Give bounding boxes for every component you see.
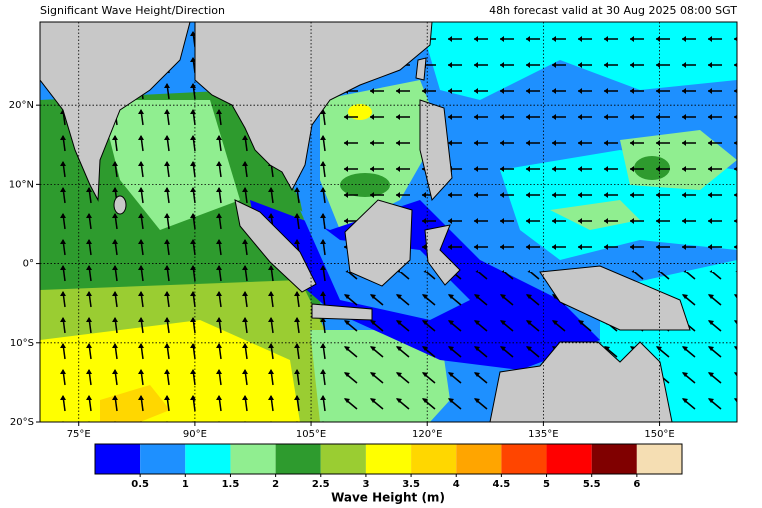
- colorbar-swatch: [185, 444, 231, 474]
- colorbar-swatch: [591, 444, 637, 474]
- colorbar-swatch: [95, 444, 141, 474]
- colorbar-tick-label: 2: [272, 479, 279, 490]
- colorbar-tick-label: 5: [543, 479, 550, 490]
- land-india: [40, 22, 191, 202]
- land-sri-lanka: [113, 195, 127, 215]
- colorbar-swatch: [275, 444, 321, 474]
- colorbar-tick-label: 6: [633, 479, 640, 490]
- land-australia: [489, 341, 673, 422]
- colorbar-frame: [94, 443, 683, 475]
- y-tick-label: 10°S: [10, 338, 34, 349]
- colorbar-tick-label: 3: [362, 479, 369, 490]
- colorbar-label: Wave Height (m): [331, 491, 445, 505]
- colorbar-tick-label: 4: [453, 479, 460, 490]
- y-tick-label: 0°: [23, 259, 34, 270]
- title-right: 48h forecast valid at 30 Aug 2025 08:00 …: [489, 4, 737, 17]
- y-tick-label: 10°N: [9, 179, 34, 190]
- colorbar-swatch: [320, 444, 366, 474]
- land-borneo: [344, 199, 413, 287]
- colorbar-swatch: [546, 444, 592, 474]
- x-tick-label: 150°E: [644, 429, 674, 440]
- colorbar-tick-label: 2.5: [312, 479, 330, 490]
- colorbar-swatch: [411, 444, 457, 474]
- colorbar-tick-label: 1.5: [222, 479, 240, 490]
- colorbar-tick-label: 1: [182, 479, 189, 490]
- x-tick-label: 90°E: [183, 429, 207, 440]
- land-java: [311, 303, 373, 321]
- title-left: Significant Wave Height/Direction: [40, 4, 225, 17]
- land-sulawesi: [424, 224, 461, 286]
- x-tick-label: 120°E: [412, 429, 442, 440]
- colorbar-swatch: [456, 444, 502, 474]
- colorbar-swatch: [230, 444, 276, 474]
- x-tick-label: 75°E: [67, 429, 91, 440]
- colorbar-tick-label: 5.5: [583, 479, 601, 490]
- y-tick-label: 20°S: [10, 417, 34, 428]
- colorbar-tick-label: 0.5: [131, 479, 149, 490]
- y-tick-label: 20°N: [9, 100, 34, 111]
- colorbar-swatch: [636, 444, 682, 474]
- land-taiwan: [415, 57, 427, 81]
- map-field: [40, 22, 737, 422]
- land-philippines: [419, 99, 453, 202]
- colorbar-swatch: [365, 444, 412, 474]
- land-new-guinea: [539, 265, 691, 331]
- colorbar-tick-label: 3.5: [402, 479, 420, 490]
- x-tick-label: 135°E: [528, 429, 558, 440]
- colorbar-swatch: [140, 444, 186, 474]
- map-frame: [39, 21, 738, 423]
- land-sumatra: [234, 199, 317, 293]
- x-tick-label: 105°E: [296, 429, 326, 440]
- colorbar-tick-label: 4.5: [493, 479, 511, 490]
- colorbar-swatch: [501, 444, 547, 474]
- land-mainland: [194, 22, 433, 192]
